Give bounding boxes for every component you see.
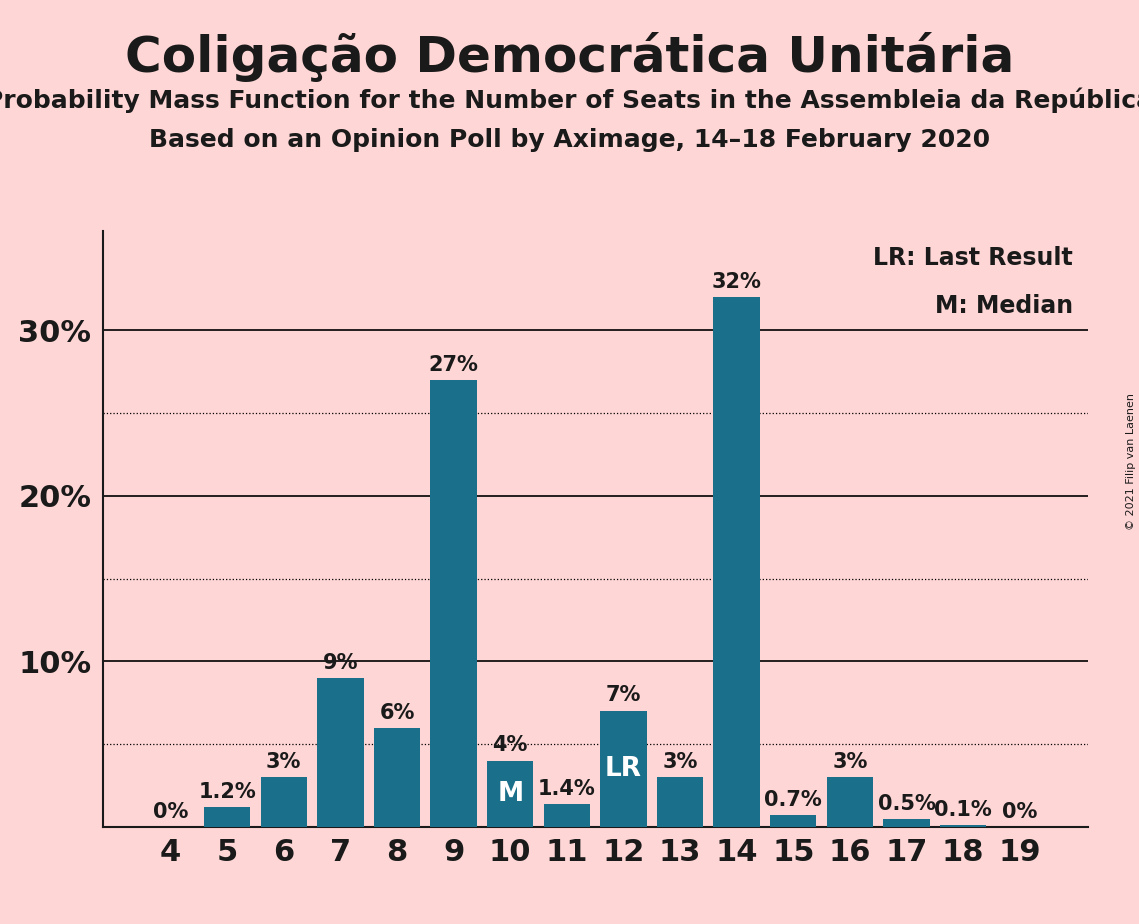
Text: M: M [497, 781, 523, 807]
Text: 0.7%: 0.7% [764, 790, 822, 810]
Bar [487, 760, 533, 827]
Bar [543, 804, 590, 827]
Text: 3%: 3% [267, 752, 302, 772]
Bar [713, 298, 760, 827]
Bar [204, 808, 251, 827]
Bar [827, 777, 874, 827]
Bar [657, 777, 703, 827]
Text: 32%: 32% [712, 273, 762, 292]
Text: 3%: 3% [663, 752, 698, 772]
Text: 7%: 7% [606, 686, 641, 705]
Text: 6%: 6% [379, 702, 415, 723]
Text: M: Median: M: Median [935, 294, 1073, 318]
Text: © 2021 Filip van Laenen: © 2021 Filip van Laenen [1126, 394, 1136, 530]
Text: 1.2%: 1.2% [198, 782, 256, 802]
Text: 0.1%: 0.1% [934, 800, 992, 821]
Text: 0.5%: 0.5% [877, 794, 935, 814]
Bar [940, 825, 986, 827]
Bar [431, 380, 477, 827]
Bar [261, 777, 306, 827]
Text: Coligação Democrática Unitária: Coligação Democrática Unitária [125, 32, 1014, 82]
Text: LR: LR [605, 756, 642, 782]
Bar [770, 815, 817, 827]
Bar [600, 711, 647, 827]
Bar [884, 819, 929, 827]
Text: Probability Mass Function for the Number of Seats in the Assembleia da República: Probability Mass Function for the Number… [0, 88, 1139, 114]
Text: LR: Last Result: LR: Last Result [874, 246, 1073, 270]
Text: Based on an Opinion Poll by Aximage, 14–18 February 2020: Based on an Opinion Poll by Aximage, 14–… [149, 128, 990, 152]
Text: 1.4%: 1.4% [538, 779, 596, 799]
Text: 0%: 0% [153, 802, 188, 822]
Text: 3%: 3% [833, 752, 868, 772]
Bar [374, 728, 420, 827]
Bar [317, 678, 363, 827]
Text: 4%: 4% [492, 735, 527, 755]
Text: 27%: 27% [428, 355, 478, 375]
Text: 9%: 9% [322, 653, 358, 673]
Text: 0%: 0% [1002, 802, 1038, 822]
